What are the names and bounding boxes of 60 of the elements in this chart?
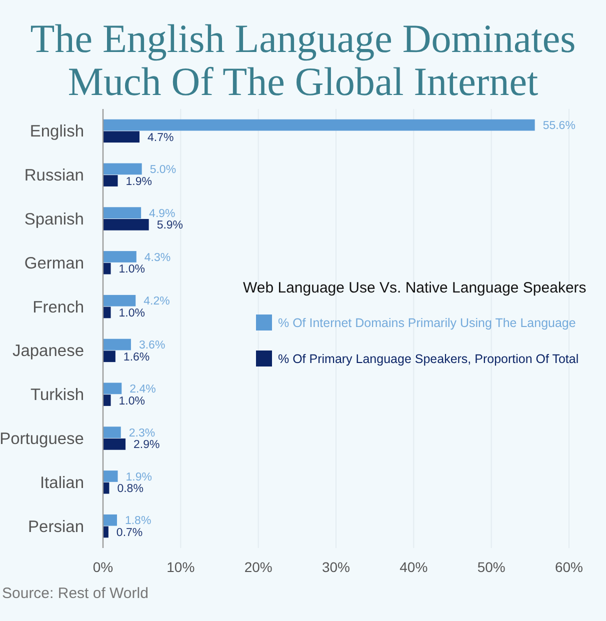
data-label: 1.9% (126, 176, 152, 188)
data-label: 1.0% (118, 307, 145, 320)
y-tick-label: Japanese (12, 342, 84, 360)
data-label: 1.8% (124, 515, 152, 528)
data-label: 2.4% (130, 383, 156, 396)
bar (103, 119, 535, 131)
source-note: Source: Rest of World (2, 585, 148, 602)
bar (103, 350, 116, 362)
x-tick-label: 10% (166, 559, 195, 575)
y-tick-label: English (30, 122, 84, 141)
x-tick-label: 60% (554, 559, 584, 575)
data-label: 4.3% (144, 252, 171, 264)
legend-label: % Of Primary Language Speakers, Proportion Of Total (278, 352, 579, 366)
legend-label: % Of Internet Domains Primarily Using The Language (278, 316, 576, 330)
data-label: 1.9% (126, 471, 152, 484)
y-tick-label: Russian (24, 166, 84, 185)
data-label: 4.7% (148, 132, 174, 144)
bar (103, 131, 140, 143)
x-tick-label: 50% (477, 559, 506, 575)
bar (103, 218, 149, 230)
data-label: 5.0% (150, 164, 176, 176)
data-label: 0.7% (116, 526, 143, 539)
y-tick-label: Portuguese (0, 430, 84, 448)
y-tick-label: German (24, 254, 84, 272)
legend-title: Web Language Use Vs. Native Language Speakers (243, 280, 586, 296)
bar (103, 382, 122, 394)
bar (103, 262, 111, 274)
x-tick-label: 20% (244, 559, 272, 575)
bar (103, 470, 118, 482)
y-tick-label: French (32, 298, 84, 316)
x-tick-label: 30% (322, 559, 350, 575)
data-label: 4.2% (144, 296, 170, 308)
bar (103, 426, 121, 438)
data-label: 55.6% (542, 120, 576, 132)
data-label: 1.0% (118, 395, 145, 408)
data-label: 5.9% (156, 220, 184, 232)
data-label: 2.3% (128, 427, 156, 440)
bar (103, 514, 117, 526)
y-tick-label: Turkish (30, 386, 84, 404)
bar (103, 175, 118, 186)
bar (103, 394, 111, 406)
x-tick-label: 40% (400, 559, 428, 575)
bar (103, 251, 136, 262)
data-label: 0.8% (117, 483, 144, 496)
y-tick-label: Italian (40, 474, 84, 492)
bar (103, 306, 111, 318)
y-tick-label: Spanish (24, 210, 84, 229)
bar (103, 207, 142, 219)
chart-title: The English Language Dominates Much Of The Global Internet (30, 16, 576, 104)
bar (103, 438, 126, 450)
data-label: 1.6% (123, 351, 150, 364)
bar (103, 338, 131, 350)
bar (103, 163, 142, 175)
bar (103, 294, 136, 306)
data-label: 3.6% (138, 340, 166, 352)
data-label: 1.0% (118, 264, 145, 276)
x-tick-label: 0% (92, 559, 114, 575)
data-label: 2.9% (134, 439, 160, 452)
data-label: 4.9% (149, 208, 176, 220)
y-tick-label: Persian (28, 518, 84, 536)
